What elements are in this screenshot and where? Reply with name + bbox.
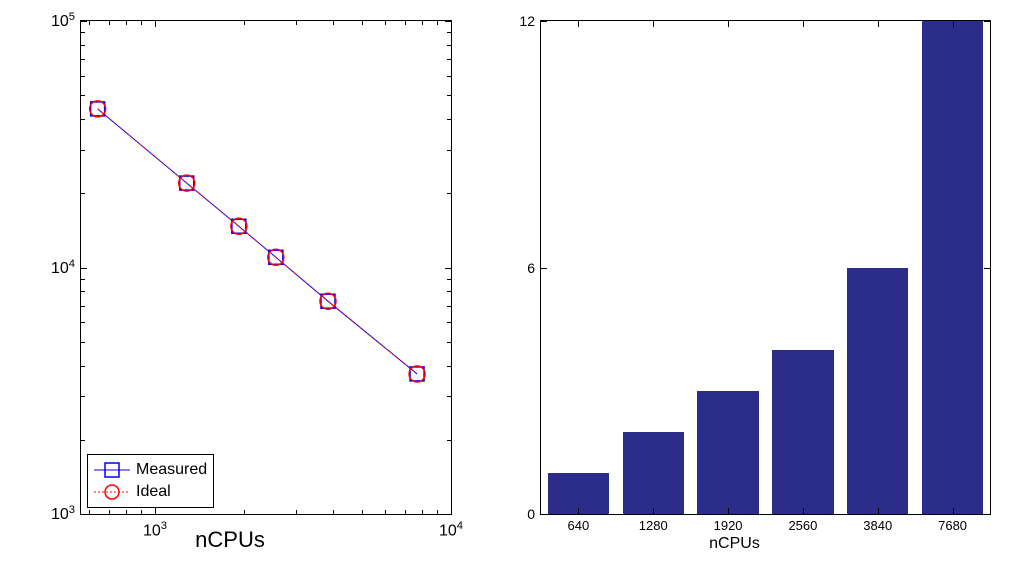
y-tick-label: 0 [527,506,541,522]
x-axis-label: nCPUs [709,535,760,553]
x-tick-label: 3840 [863,514,892,533]
x-tick-label: 2560 [788,514,817,533]
bar [847,268,908,515]
bar [623,432,684,514]
y-tick-label: 105 [51,11,81,31]
walltime-chart: wall-time (secs) nCPUs Measured [0,0,460,563]
x-tick-label: 1920 [714,514,743,533]
y-tick-label: 104 [51,257,81,277]
y-tick-label: 12 [519,13,541,29]
x-tick-label: 7680 [938,514,967,533]
y-tick-label: 6 [527,260,541,276]
speedup-chart: Speed-up Factor (a.u.) nCPUs 06126401280… [460,0,1009,563]
line-chart-svg [81,21,451,514]
plot-area: 061264012801920256038407680 [540,20,991,515]
plot-area: Measured Ideal 103104105103104 [80,20,452,515]
bar [697,391,758,514]
x-tick-label: 103 [143,514,167,540]
bar [922,21,983,514]
bar [772,350,833,514]
x-tick-label: 1280 [639,514,668,533]
y-tick-label: 103 [51,504,81,524]
x-tick-label: 640 [568,514,590,533]
x-axis-label: nCPUs [195,527,265,553]
